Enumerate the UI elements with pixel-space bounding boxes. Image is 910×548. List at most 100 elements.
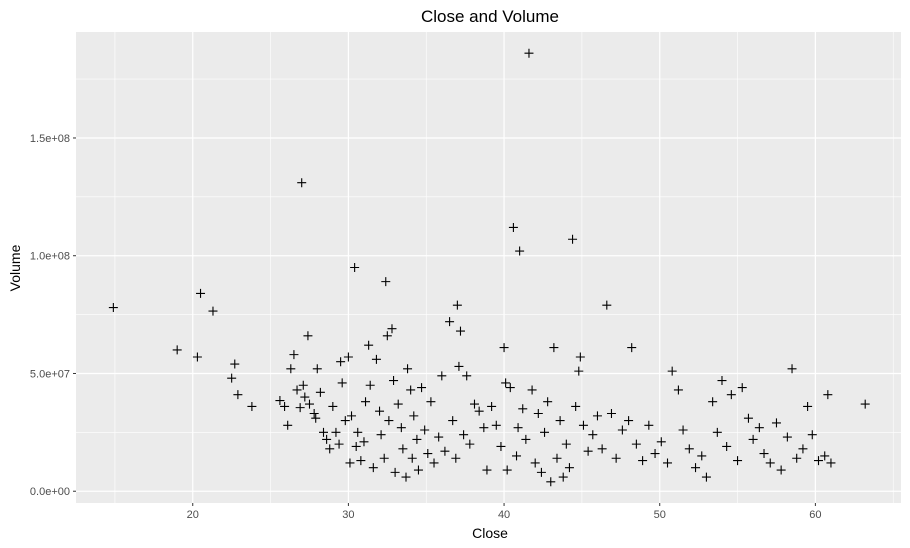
- data-point: [518, 404, 528, 414]
- data-point: [708, 397, 718, 407]
- data-point: [491, 420, 501, 430]
- data-point: [382, 331, 392, 341]
- data-point: [454, 361, 464, 371]
- data-point: [583, 446, 593, 456]
- y-tick-label: 1.0e+08: [30, 251, 70, 263]
- data-point: [508, 222, 518, 232]
- x-tick-label: 40: [498, 509, 510, 521]
- data-point: [663, 458, 673, 468]
- data-point: [717, 376, 727, 386]
- data-point: [371, 354, 381, 364]
- data-point: [564, 463, 574, 473]
- data-point: [298, 380, 308, 390]
- data-point: [568, 234, 578, 244]
- data-point: [536, 467, 546, 477]
- data-point: [524, 48, 534, 58]
- data-point: [512, 451, 522, 461]
- data-point: [487, 401, 497, 411]
- y-tick-label: 5.0e+07: [30, 368, 70, 380]
- data-point: [479, 423, 489, 433]
- data-point: [515, 246, 525, 256]
- data-point: [540, 427, 550, 437]
- data-point: [691, 463, 701, 473]
- data-point: [413, 465, 423, 475]
- data-point: [398, 444, 408, 454]
- data-point: [390, 467, 400, 477]
- data-point: [697, 451, 707, 461]
- data-point: [602, 300, 612, 310]
- data-point: [345, 458, 355, 468]
- data-point: [289, 350, 299, 360]
- data-point: [530, 458, 540, 468]
- data-point: [381, 277, 391, 287]
- data-point: [722, 441, 732, 451]
- data-point: [275, 396, 285, 406]
- data-point: [233, 390, 243, 400]
- data-point: [340, 416, 350, 426]
- data-point: [798, 444, 808, 454]
- data-point: [771, 418, 781, 428]
- data-point: [172, 345, 182, 355]
- data-point: [533, 409, 543, 419]
- data-point: [420, 425, 430, 435]
- data-point: [429, 458, 439, 468]
- data-point: [712, 427, 722, 437]
- data-point: [350, 263, 360, 272]
- x-tick-label: 50: [654, 509, 666, 521]
- data-point: [469, 399, 479, 409]
- data-point: [227, 373, 237, 383]
- data-point: [322, 434, 332, 444]
- data-point: [505, 383, 515, 393]
- data-point: [452, 300, 462, 310]
- data-point: [389, 376, 399, 386]
- data-point: [549, 343, 559, 353]
- data-point: [286, 364, 296, 374]
- data-point: [650, 449, 660, 459]
- data-point: [561, 439, 571, 449]
- data-point: [351, 441, 361, 451]
- data-point: [325, 444, 335, 454]
- data-point: [379, 453, 389, 463]
- data-point: [678, 425, 688, 435]
- data-point: [451, 453, 461, 463]
- data-point: [403, 364, 413, 374]
- data-point: [638, 456, 648, 466]
- data-point: [283, 420, 293, 430]
- data-point: [376, 430, 386, 440]
- data-point: [365, 380, 375, 390]
- x-tick-label: 30: [342, 509, 354, 521]
- data-point: [406, 385, 416, 395]
- data-point: [759, 449, 769, 459]
- data-point: [315, 387, 325, 397]
- data-point: [108, 303, 118, 313]
- data-point: [312, 364, 322, 374]
- data-point: [826, 458, 836, 468]
- data-point: [426, 397, 436, 407]
- data-point: [300, 392, 310, 402]
- plot-panel: [76, 32, 901, 503]
- data-point: [673, 385, 683, 395]
- data-point: [407, 453, 417, 463]
- data-point: [814, 456, 823, 466]
- data-point: [787, 364, 797, 374]
- data-point: [295, 403, 305, 413]
- data-point: [496, 441, 506, 451]
- data-point: [303, 331, 313, 341]
- data-point: [611, 453, 621, 463]
- data-point: [328, 401, 338, 411]
- data-point: [574, 366, 584, 376]
- data-point: [860, 399, 870, 409]
- data-points: [108, 48, 870, 487]
- y-axis-ticks: 0.0e+00 5.0e+07 1.0e+08 1.5e+08: [30, 133, 76, 498]
- data-point: [337, 378, 347, 388]
- y-tick-label: 1.5e+08: [30, 133, 70, 145]
- data-point: [606, 409, 616, 419]
- data-point: [782, 432, 792, 442]
- data-point: [823, 390, 833, 400]
- data-point: [196, 288, 206, 298]
- data-point: [401, 472, 411, 482]
- data-point: [396, 423, 406, 433]
- data-point: [304, 399, 314, 409]
- x-axis-ticks: 20 30 40 50 60: [187, 503, 822, 521]
- data-point: [765, 458, 775, 468]
